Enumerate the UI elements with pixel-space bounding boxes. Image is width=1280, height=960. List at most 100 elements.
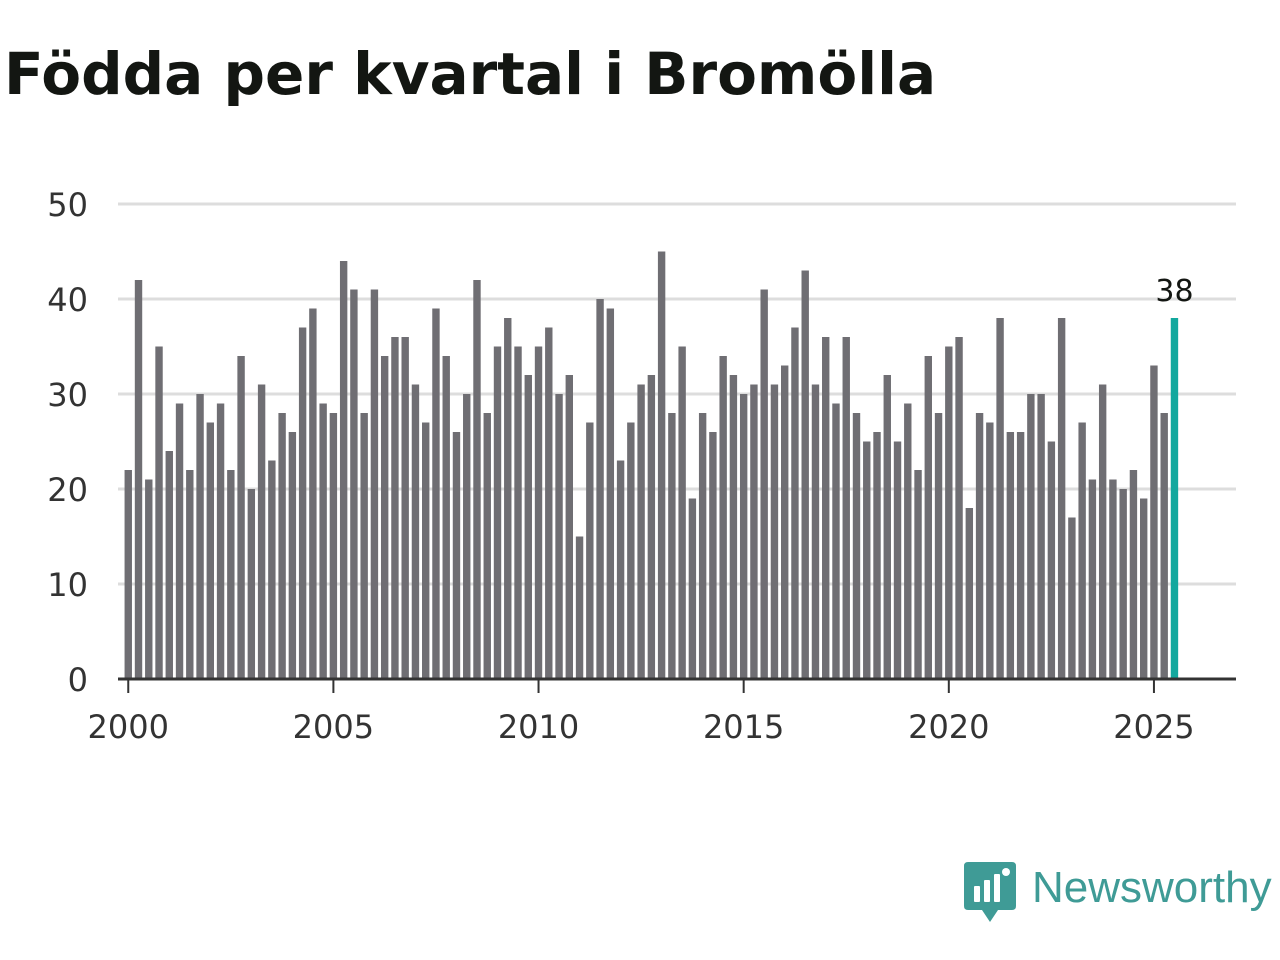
bar [350,289,358,679]
bar [760,289,768,679]
bar [206,422,215,679]
bar [1109,479,1117,679]
x-tick-label: 2020 [908,708,989,746]
bar [637,384,645,679]
bar [452,432,461,679]
data-labels: 38 [1155,274,1193,309]
bar [401,337,409,679]
bar [1119,489,1127,679]
bar [791,327,799,679]
bar [596,299,604,679]
bar [975,413,984,679]
bar [647,375,656,679]
bar [175,403,184,679]
y-tick-label: 10 [47,566,88,604]
bar [657,251,666,679]
bar [514,346,522,679]
axes: 0 10 20 30 40 50 2000 2005 2010 2015 2020 2025 [47,186,1236,746]
bar [391,337,399,679]
data-label-latest: 38 [1155,274,1193,309]
bar [1129,470,1138,679]
bar [986,422,994,679]
brand-logo: Newsworthy [964,862,1272,928]
bar [781,365,789,679]
bar [298,327,307,679]
bar [863,441,871,679]
chart-title: Födda per kvartal i Bromölla [4,40,937,108]
bar [955,337,963,679]
bar [904,403,912,679]
bar [145,479,153,679]
bar [155,346,163,679]
newsworthy-logo-icon [964,862,1016,922]
bar [473,280,481,679]
bar [1037,394,1045,679]
bar-highlight [1170,318,1179,679]
bar [1016,432,1025,679]
bar [668,413,676,679]
bar [370,289,379,679]
brand-name: Newsworthy [1032,863,1272,912]
bar [165,451,173,679]
bar [268,460,276,679]
bar [729,375,738,679]
y-tick-label: 50 [47,186,88,224]
bar [770,384,779,679]
bar [493,346,502,679]
bar [422,422,430,679]
bar [883,375,891,679]
bar [750,384,758,679]
y-tick-label: 20 [47,471,88,509]
bar [186,470,194,679]
y-tick-label: 40 [47,281,88,319]
bar [606,308,615,679]
bar [852,413,861,679]
bar [555,394,563,679]
bar [822,337,830,679]
bar [339,261,348,679]
bar [432,308,440,679]
bar [842,337,850,679]
x-tick-label: 2005 [293,708,374,746]
bar [924,356,932,679]
bar [965,508,974,679]
bar [1068,517,1076,679]
bar [709,432,717,679]
bar [124,470,132,679]
bar [565,375,573,679]
bar [627,422,635,679]
bar [524,375,532,679]
bar [319,403,327,679]
bar [380,356,389,679]
bar [1027,394,1035,679]
bar [934,413,943,679]
bar [719,356,727,679]
bar [504,318,512,679]
bar [811,384,820,679]
bar [463,394,471,679]
bar [575,536,584,679]
bar [832,403,840,679]
bar [257,384,266,679]
bar [688,498,697,679]
bar [801,270,809,679]
bar [196,394,204,679]
bar [278,413,286,679]
bar [1098,384,1107,679]
bar [586,422,594,679]
y-tick-label: 0 [68,661,88,699]
bar [483,413,491,679]
bar [1057,318,1066,679]
x-tick-label: 2010 [498,708,579,746]
bar [534,346,543,679]
bar [1139,498,1148,679]
bar [545,327,553,679]
bar [945,346,953,679]
bar [1088,479,1097,679]
bar [873,432,881,679]
bar [739,394,748,679]
bar [360,413,368,679]
bar [1006,432,1015,679]
bar [1078,422,1086,679]
x-tick-label: 2015 [703,708,784,746]
